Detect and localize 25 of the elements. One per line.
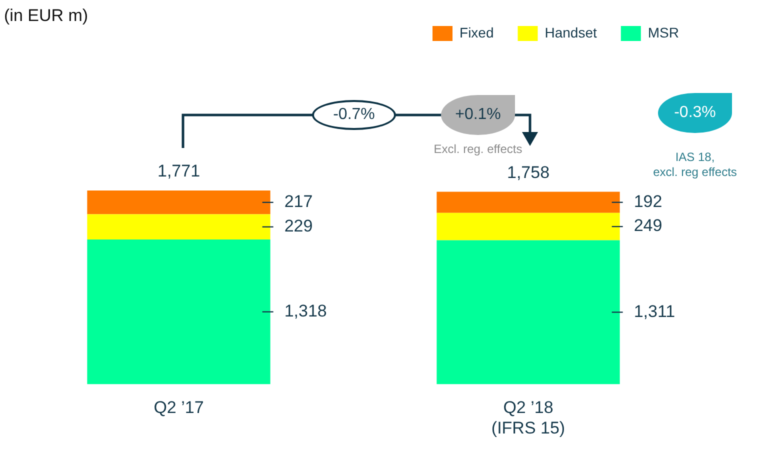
data-label: 249 xyxy=(634,216,662,236)
data-label: 217 xyxy=(284,192,313,212)
text: +0.1% xyxy=(454,105,502,125)
x-tick-label: Q2 ’18 (IFRS 15) xyxy=(491,398,566,438)
chart-title: (in EUR m) xyxy=(4,6,88,26)
bar xyxy=(87,190,270,214)
data-label: 1,318 xyxy=(284,302,327,321)
data-label: 229 xyxy=(284,216,313,236)
bar xyxy=(87,214,270,240)
annotation: 1,771 xyxy=(157,162,200,181)
legend-label: Handset xyxy=(544,24,597,40)
text: Excl. reg. effects xyxy=(432,142,524,157)
legend-label: MSR xyxy=(648,24,680,40)
bar xyxy=(436,212,620,240)
text: IAS 18, excl. reg effects xyxy=(652,150,738,180)
data-label: 192 xyxy=(634,192,662,212)
text: -0.7% xyxy=(332,105,376,125)
bar xyxy=(436,240,620,384)
legend-label: Fixed xyxy=(460,24,494,40)
x-tick-label: Q2 ’17 xyxy=(154,398,204,418)
bar xyxy=(87,239,270,384)
bar xyxy=(436,192,620,213)
data-label: 1,311 xyxy=(634,302,676,321)
text: -0.3% xyxy=(673,103,717,123)
annotation: 1,758 xyxy=(506,162,550,182)
